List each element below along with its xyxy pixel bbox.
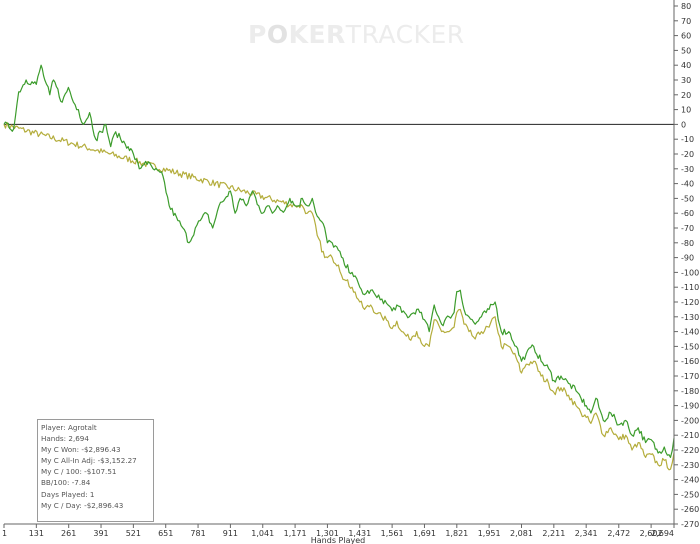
- y-tick-label: -70: [681, 224, 694, 233]
- y-tick-label: -30: [681, 165, 694, 174]
- stats-row: BB/100: -7.84: [41, 478, 91, 488]
- y-tick-label: -180: [681, 387, 699, 396]
- y-tick-label: -160: [681, 357, 699, 366]
- y-tick-label: 30: [681, 76, 691, 85]
- y-tick-label: -60: [681, 209, 694, 218]
- y-tick-label: -20: [681, 150, 694, 159]
- stats-row: My C All-In Adj: -$3,152.27: [41, 456, 137, 466]
- x-tick-label: 2,602: [640, 529, 663, 538]
- x-tick-label: 1,951: [478, 529, 501, 538]
- x-tick-label: 2,211: [542, 529, 565, 538]
- y-tick-label: 70: [681, 17, 691, 26]
- y-tick-label: -260: [681, 505, 699, 514]
- y-axis-ticks: 80 70 60 50 40 30 20 10 0 -10 -20 -30 -40 -50 -60 -70 -8…: [674, 2, 699, 529]
- x-tick-label: 2,081: [510, 529, 533, 538]
- x-tick-label: 1: [2, 529, 7, 538]
- y-tick-label: -120: [681, 298, 699, 307]
- axes: [4, 0, 675, 525]
- x-tick-label: 2,694: [651, 529, 674, 538]
- x-tick-label: 1,821: [445, 529, 468, 538]
- y-tick-label: -50: [681, 194, 694, 203]
- y-tick-label: -250: [681, 490, 699, 499]
- y-tick-label: 60: [681, 32, 691, 41]
- stats-row: My C / 100: -$107.51: [41, 467, 117, 477]
- x-tick-label: 2,341: [575, 529, 598, 538]
- x-tick-label: 521: [126, 529, 141, 538]
- y-tick-label: -230: [681, 461, 699, 470]
- y-tick-label: -110: [681, 283, 699, 292]
- y-tick-label: -210: [681, 431, 699, 440]
- x-tick-label: 131: [29, 529, 44, 538]
- y-tick-label: 0: [681, 120, 686, 129]
- series-line-won: [3, 64, 675, 458]
- x-tick-label: 1,691: [413, 529, 436, 538]
- stats-row: Hands: 2,694: [41, 434, 89, 444]
- y-tick-label: 20: [681, 91, 691, 100]
- y-tick-label: -150: [681, 342, 699, 351]
- y-tick-label: -220: [681, 446, 699, 455]
- y-tick-label: -10: [681, 135, 694, 144]
- y-tick-label: 50: [681, 46, 691, 55]
- x-axis-label: Hands Played: [311, 536, 365, 544]
- stats-box: Player: Agrotalt Hands: 2,694 My C Won: -$…: [37, 419, 154, 522]
- y-tick-label: -200: [681, 416, 699, 425]
- pokertracker-watermark: POKERTRACKER: [248, 20, 465, 49]
- x-tick-label: 1,561: [381, 529, 404, 538]
- x-tick-label: 261: [61, 529, 76, 538]
- x-tick-label: 1,171: [284, 529, 307, 538]
- x-axis-ticks: 1 131 261 391 521 651 781 911 1,041 1,171 1,301 1,4…: [2, 524, 675, 538]
- x-tick-label: 391: [93, 529, 108, 538]
- y-tick-label: -240: [681, 476, 699, 485]
- x-tick-label: 1,301: [316, 529, 339, 538]
- y-tick-label: -80: [681, 239, 694, 248]
- y-tick-label: -170: [681, 372, 699, 381]
- x-tick-label: 2,472: [607, 529, 630, 538]
- y-tick-label: -90: [681, 254, 694, 263]
- stats-row: My C Won: -$2,896.43: [41, 445, 121, 455]
- y-tick-label: -100: [681, 268, 699, 277]
- stats-row: Days Played: 1: [41, 489, 95, 499]
- y-tick-label: -40: [681, 180, 694, 189]
- stats-row: My C / Day: -$2,896.43: [41, 500, 124, 510]
- y-tick-label: -130: [681, 313, 699, 322]
- y-tick-label: 10: [681, 106, 691, 115]
- x-tick-label: 781: [190, 529, 205, 538]
- series-lines: [3, 64, 675, 471]
- x-tick-label: 1,431: [348, 529, 371, 538]
- y-tick-label: -190: [681, 402, 699, 411]
- x-tick-label: 911: [223, 529, 238, 538]
- y-tick-label: 80: [681, 2, 691, 11]
- x-tick-label: 1,041: [251, 529, 274, 538]
- y-tick-label: -270: [681, 520, 699, 529]
- x-tick-label: 651: [158, 529, 173, 538]
- stats-row: Player: Agrotalt: [41, 423, 97, 432]
- y-tick-label: -140: [681, 328, 699, 337]
- y-tick-label: 40: [681, 61, 691, 70]
- series-line-allin-adj: [3, 121, 675, 471]
